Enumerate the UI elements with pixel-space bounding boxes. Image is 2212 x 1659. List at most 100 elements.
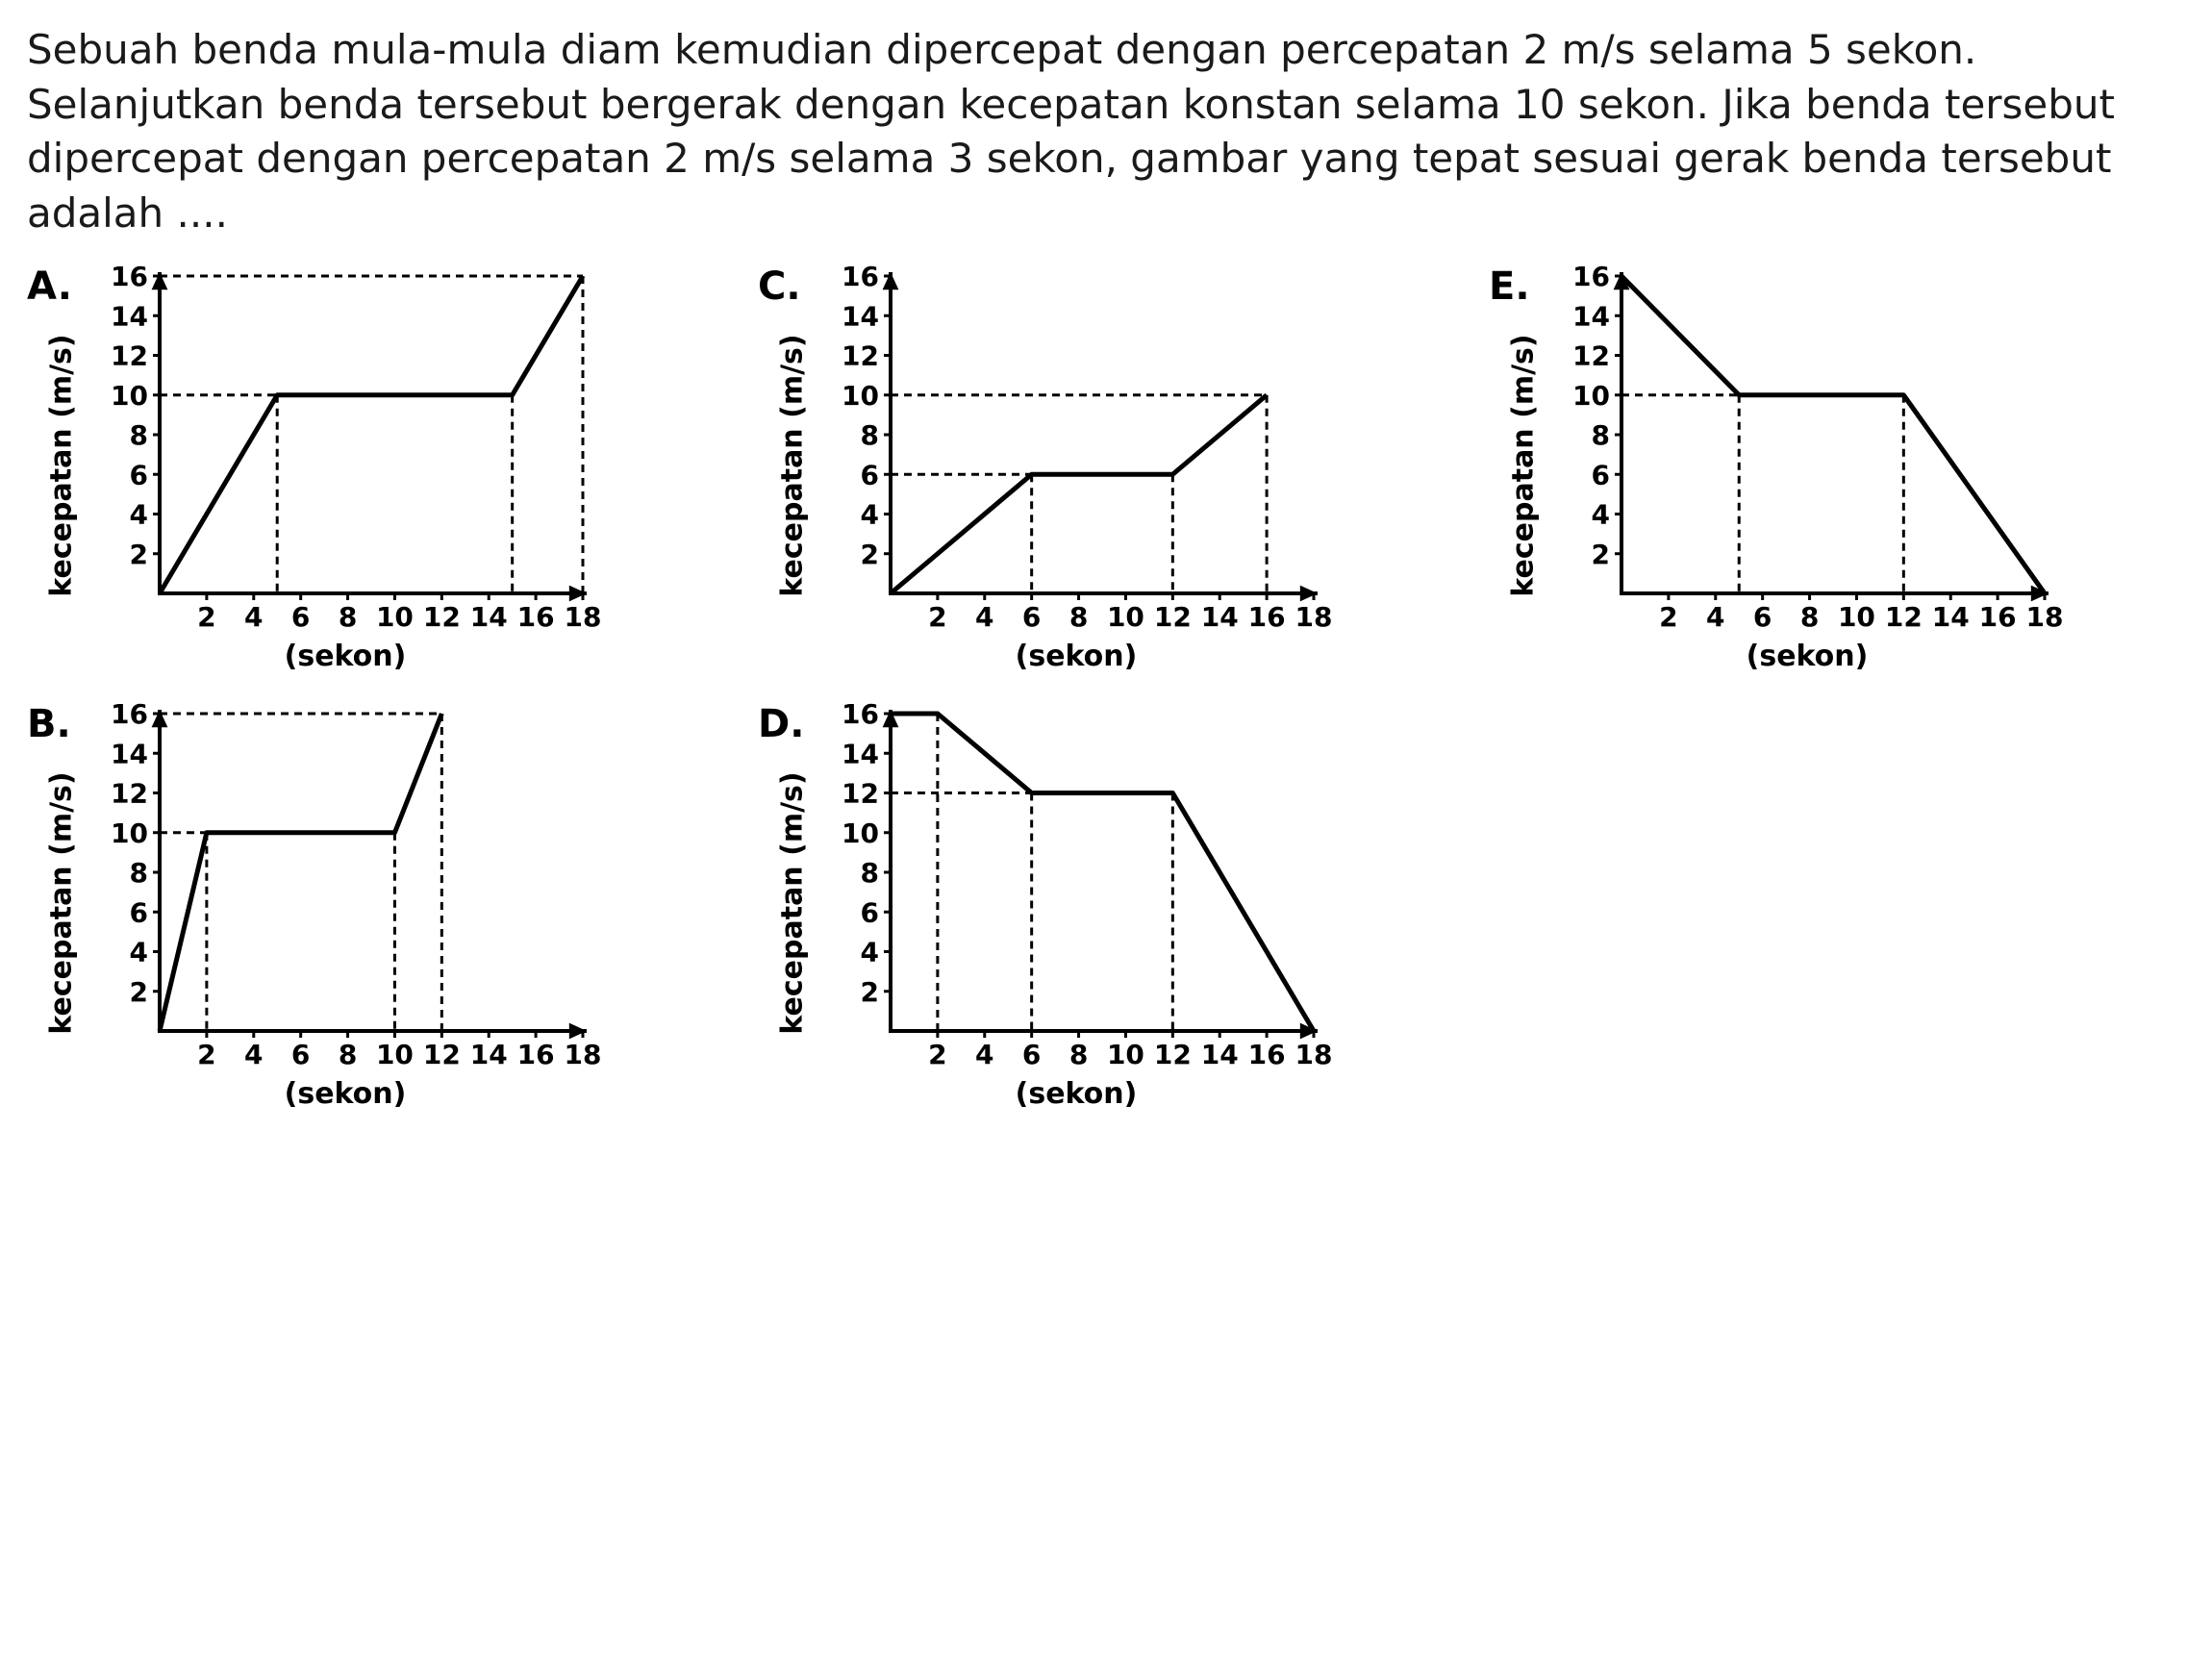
svg-text:6: 6 [130,896,148,928]
svg-text:14: 14 [470,1039,508,1070]
svg-text:14: 14 [1201,1039,1239,1070]
svg-text:4: 4 [975,601,993,633]
svg-text:4: 4 [861,498,879,530]
svg-text:16: 16 [1979,601,2017,633]
svg-text:6: 6 [291,601,310,633]
svg-text:12: 12 [111,777,148,809]
svg-text:16: 16 [517,1039,555,1070]
svg-text:10: 10 [111,817,148,849]
svg-text:18: 18 [1295,601,1333,633]
svg-text:14: 14 [111,300,148,332]
svg-text:2: 2 [861,976,879,1008]
chart-b: 24681012141624681012141618 [85,696,606,1079]
svg-text:16: 16 [1248,601,1286,633]
svg-text:16: 16 [1248,1039,1286,1070]
chart-wrap-a: kecepatan (m/s)2468101214162468101214161… [85,259,606,673]
svg-text:16: 16 [517,601,555,633]
svg-text:14: 14 [1932,601,1970,633]
svg-text:2: 2 [197,601,215,633]
svg-text:14: 14 [470,601,508,633]
chart-d: 24681012141624681012141618 [816,696,1337,1079]
svg-text:4: 4 [130,498,148,530]
svg-text:2: 2 [928,1039,946,1070]
svg-text:4: 4 [244,601,263,633]
svg-text:10: 10 [842,817,879,849]
svg-text:8: 8 [339,1039,357,1070]
option-label-c: C. [758,259,816,309]
svg-text:10: 10 [376,601,414,633]
svg-text:6: 6 [1592,459,1610,490]
svg-text:16: 16 [111,261,148,292]
svg-text:12: 12 [1885,601,1923,633]
svg-text:12: 12 [423,601,461,633]
y-axis-label: kecepatan (m/s) [1507,335,1541,597]
y-axis-label: kecepatan (m/s) [776,772,810,1035]
svg-text:12: 12 [842,777,879,809]
svg-text:4: 4 [975,1039,993,1070]
svg-text:14: 14 [1572,300,1610,332]
x-axis-label: (sekon) [816,640,1337,673]
svg-text:2: 2 [197,1039,215,1070]
svg-text:8: 8 [130,419,148,451]
svg-text:6: 6 [1022,1039,1041,1070]
svg-text:10: 10 [842,380,879,412]
svg-text:12: 12 [1572,339,1610,371]
svg-text:4: 4 [1592,498,1610,530]
svg-text:2: 2 [928,601,946,633]
svg-text:12: 12 [423,1039,461,1070]
svg-text:12: 12 [842,339,879,371]
chart-wrap-e: kecepatan (m/s)2468101214162468101214161… [1546,259,2068,673]
y-axis-label: kecepatan (m/s) [45,772,79,1035]
x-axis-label: (sekon) [85,1077,606,1111]
chart-c: 24681012141624681012141618 [816,259,1337,641]
svg-text:16: 16 [111,698,148,730]
svg-text:6: 6 [291,1039,310,1070]
chart-a: 24681012141624681012141618 [85,259,606,641]
svg-text:10: 10 [1107,601,1144,633]
svg-text:6: 6 [130,459,148,490]
svg-text:2: 2 [1659,601,1677,633]
chart-e: 24681012141624681012141618 [1546,259,2068,641]
svg-text:2: 2 [130,539,148,570]
svg-text:8: 8 [1069,1039,1088,1070]
svg-text:10: 10 [376,1039,414,1070]
options-grid: A.kecepatan (m/s)24681012141624681012141… [27,259,2162,1111]
x-axis-label: (sekon) [1546,640,2068,673]
svg-text:8: 8 [1592,419,1610,451]
svg-text:10: 10 [1107,1039,1144,1070]
svg-text:12: 12 [111,339,148,371]
svg-text:18: 18 [2026,601,2064,633]
chart-wrap-c: kecepatan (m/s)2468101214162468101214161… [816,259,1337,673]
svg-text:2: 2 [1592,539,1610,570]
svg-text:4: 4 [1706,601,1724,633]
svg-text:6: 6 [1753,601,1772,633]
svg-text:14: 14 [1201,601,1239,633]
option-label-a: A. [27,259,85,309]
option-label-d: D. [758,696,816,746]
svg-text:18: 18 [1295,1039,1333,1070]
y-axis-label: kecepatan (m/s) [45,335,79,597]
svg-text:12: 12 [1154,1039,1192,1070]
svg-text:4: 4 [244,1039,263,1070]
svg-text:18: 18 [565,601,602,633]
svg-text:14: 14 [842,300,879,332]
svg-text:16: 16 [842,698,879,730]
svg-text:10: 10 [1572,380,1610,412]
svg-text:16: 16 [1572,261,1610,292]
chart-wrap-d: kecepatan (m/s)2468101214162468101214161… [816,696,1337,1111]
svg-text:10: 10 [111,380,148,412]
question-text: Sebuah benda mula-mula diam kemudian dip… [27,23,2162,241]
svg-text:4: 4 [861,936,879,968]
svg-text:4: 4 [130,936,148,968]
chart-wrap-b: kecepatan (m/s)2468101214162468101214161… [85,696,606,1111]
option-label-e: E. [1489,259,1546,309]
svg-text:2: 2 [130,976,148,1008]
svg-text:14: 14 [111,738,148,769]
svg-text:2: 2 [861,539,879,570]
svg-text:16: 16 [842,261,879,292]
svg-text:8: 8 [1800,601,1819,633]
svg-text:8: 8 [1069,601,1088,633]
x-axis-label: (sekon) [85,640,606,673]
x-axis-label: (sekon) [816,1077,1337,1111]
svg-text:8: 8 [130,857,148,889]
